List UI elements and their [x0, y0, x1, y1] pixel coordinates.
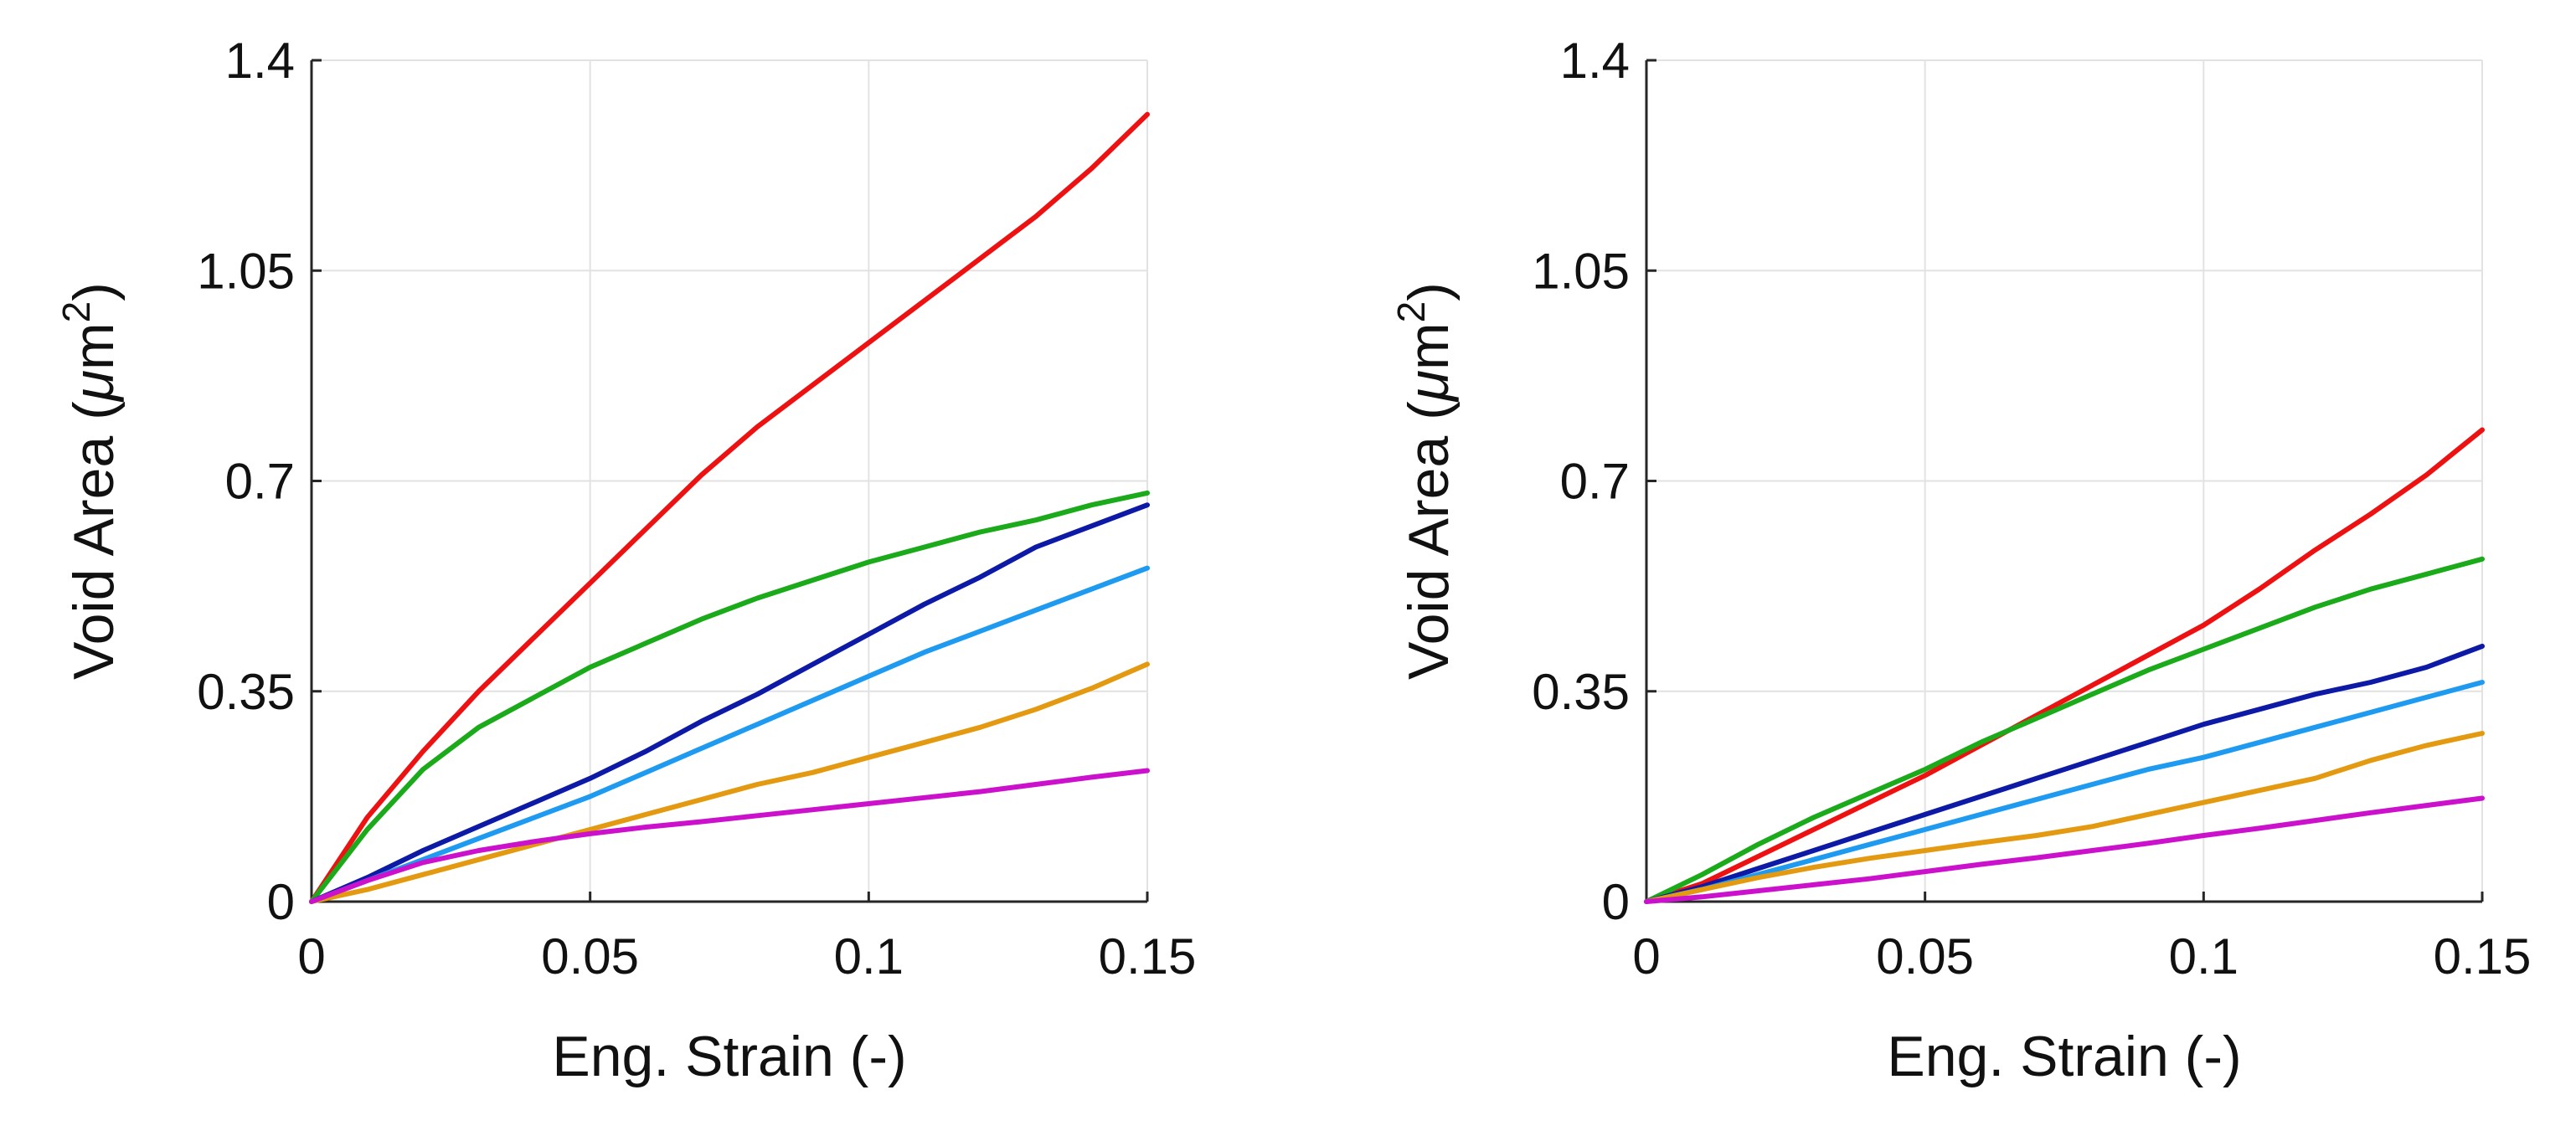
left-y-axis-title-superscript: 2: [54, 301, 98, 323]
left-y-tick-label-3: 1.05: [197, 243, 295, 299]
right-y-axis-title-unit: m: [1397, 322, 1461, 370]
left-series-green-line: [309, 490, 1150, 904]
right-x-tick-label-0: 0: [1632, 928, 1660, 984]
right-y-axis-title-superscript: 2: [1389, 301, 1433, 323]
left-y-axis-title-text: Void Area (: [62, 401, 126, 680]
left-chart-panel: 0 0.05 0.1 0.15 0 0.35 0.7 1.05 1.4 Eng. Strain (…: [54, 33, 1196, 1088]
left-series-orange-line: [309, 661, 1150, 904]
left-series-dark-blue-line: [309, 502, 1150, 904]
left-y-tick-label-0: 0: [267, 874, 295, 930]
left-x-axis-title: Eng. Strain (-): [552, 1025, 906, 1088]
right-series-red-line: [1644, 427, 2485, 904]
right-series-magenta-line: [1644, 795, 2485, 904]
right-y-tick-label-0: 0: [1602, 874, 1630, 930]
right-y-tick-label-4: 1.4: [1560, 33, 1630, 89]
left-x-tick-label-0: 0: [297, 928, 325, 984]
right-y-tick-label-3: 1.05: [1532, 243, 1630, 299]
left-y-tick-label-2: 0.7: [225, 454, 295, 510]
left-y-axis-title-close: ): [62, 282, 126, 301]
right-y-axis-title-close: ): [1397, 282, 1461, 301]
right-series-orange-line: [1644, 731, 2485, 904]
left-series-magenta-line: [309, 768, 1150, 904]
right-x-tick-label-3: 0.15: [2434, 928, 2532, 984]
right-x-axis-title: Eng. Strain (-): [1887, 1025, 2241, 1088]
left-y-tick-label-4: 1.4: [225, 33, 295, 89]
right-y-tick-label-2: 0.7: [1560, 454, 1630, 510]
right-y-axis-title-mu: μ: [1397, 370, 1461, 403]
right-y-tick-label-1: 0.35: [1532, 664, 1630, 720]
right-x-tick-label-2: 0.1: [2169, 928, 2239, 984]
left-series-light-blue-line: [309, 565, 1150, 904]
right-y-axis-title: Void Area (μm2): [1389, 282, 1461, 680]
right-series-dark-blue-line: [1644, 643, 2485, 904]
left-y-axis-title-mu: μ: [62, 370, 126, 403]
left-x-tick-label-1: 0.05: [541, 928, 639, 984]
right-series-light-blue-line: [1644, 680, 2485, 904]
left-y-tick-label-1: 0.35: [197, 664, 295, 720]
right-x-tick-label-1: 0.05: [1876, 928, 1974, 984]
left-y-axis-title-unit: m: [62, 322, 126, 370]
right-y-axis-title-text: Void Area (: [1397, 401, 1461, 680]
left-x-tick-label-3: 0.15: [1099, 928, 1197, 984]
left-series-red-line: [309, 111, 1150, 904]
right-series-green-line: [1644, 556, 2485, 904]
left-x-tick-label-2: 0.1: [834, 928, 904, 984]
left-y-axis-title: Void Area (μm2): [54, 282, 126, 680]
right-chart-panel: 0 0.05 0.1 0.15 0 0.35 0.7 1.05 1.4 Eng. Strain (…: [1389, 33, 2531, 1088]
